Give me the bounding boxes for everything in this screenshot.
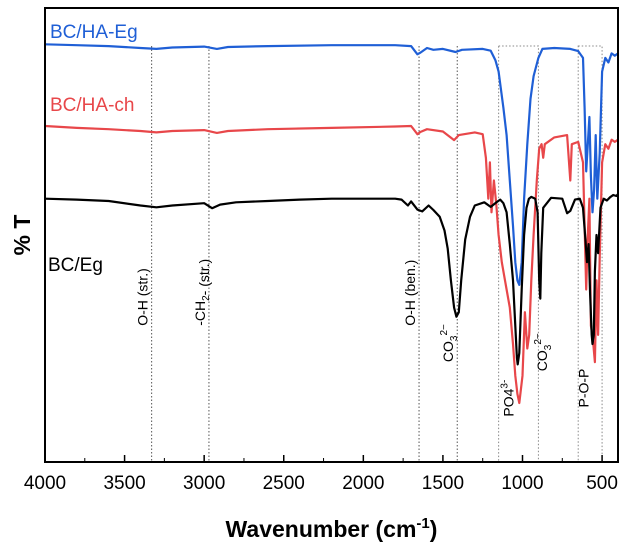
- annotation-o-h-str: O-H (str.): [135, 268, 151, 326]
- series-line-bc-ha-eg: [44, 43, 619, 286]
- series-labels: BC/HA-Eg BC/HA-ch BC/Eg: [48, 22, 138, 276]
- y-axis-title: % T: [9, 215, 35, 256]
- peak-annotations: O-H (str.) -CH2- (str.) O-H (ben.) CO32− PO4…: [135, 259, 592, 417]
- plot-frame: [44, 7, 619, 463]
- x-tick-label-4000: 4000: [24, 473, 66, 494]
- annotation-co3: CO32−: [533, 333, 554, 371]
- annotation-po4: PO43-: [500, 380, 517, 417]
- axes: 4000 3500 3000 2500 2000 1500 1000 500 Wavenumbe…: [9, 7, 619, 542]
- x-axis-title: Wavenumber (cm-1): [226, 515, 438, 542]
- x-tick-label-1500: 1500: [422, 473, 464, 494]
- x-tick-label-2000: 2000: [342, 473, 384, 494]
- highlight-box: [498, 45, 539, 463]
- x-tick-label-1000: 1000: [501, 473, 543, 494]
- series-label-bc-ha-eg: BC/HA-Eg: [50, 22, 138, 43]
- annotation-ch2-str: -CH2- (str.): [192, 259, 212, 326]
- x-tick-label-500: 500: [586, 473, 618, 494]
- x-tick-label-3500: 3500: [103, 473, 145, 494]
- annotation-co3: CO32−: [439, 324, 460, 362]
- series-line-bc-eg: [44, 193, 619, 366]
- reference-lines: [151, 46, 458, 462]
- x-tick-label-2500: 2500: [263, 473, 305, 494]
- annotation-o-h-ben: O-H (ben.): [402, 260, 418, 326]
- spectra-series: [44, 43, 619, 405]
- series-line-bc-ha-ch: [44, 124, 619, 405]
- series-label-bc-eg: BC/Eg: [48, 255, 103, 276]
- series-label-bc-ha-ch: BC/HA-ch: [50, 95, 134, 116]
- annotation-p-o-p: P-O-P: [576, 369, 592, 408]
- x-tick-label-3000: 3000: [183, 473, 225, 494]
